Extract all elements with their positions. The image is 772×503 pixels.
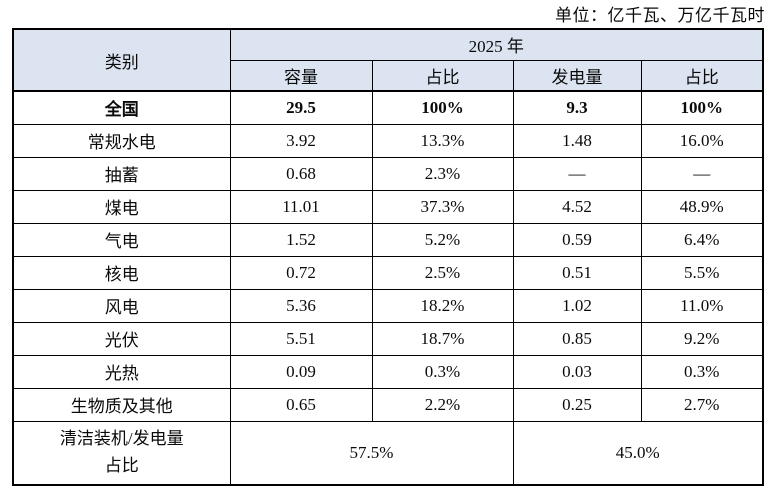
generation-cell: 0.03 (512, 354, 642, 389)
generation-share-cell: 11.0% (640, 288, 764, 323)
clean-generation-share-cell: 45.0% (512, 420, 764, 486)
capacity-share-cell: 100% (371, 90, 514, 125)
table-row-biomass-other: 生物质及其他 0.65 2.2% 0.25 2.7% (12, 387, 764, 422)
table-row-clean-share: 清洁装机/发电量 占比 57.5% 45.0% (12, 420, 764, 486)
header-row-metrics: 容量 占比 发电量 占比 (13, 59, 764, 92)
table-row-pumped-storage: 抽蓄 0.68 2.3% — — (12, 156, 764, 191)
row-label: 核电 (12, 255, 231, 290)
row-label: 生物质及其他 (12, 387, 231, 422)
row-label: 抽蓄 (12, 156, 231, 191)
generation-share-cell: 5.5% (640, 255, 764, 290)
clean-capacity-share-cell: 57.5% (229, 420, 514, 486)
table-row-conventional-hydro: 常规水电 3.92 13.3% 1.48 16.0% (12, 123, 764, 158)
generation-cell: 0.59 (512, 222, 642, 257)
capacity-column-header: 容量 (229, 59, 373, 92)
row-label: 常规水电 (12, 123, 231, 158)
generation-cell: 0.25 (512, 387, 642, 422)
table-row-wind: 风电 5.36 18.2% 1.02 11.0% (12, 288, 764, 323)
row-label: 全国 (12, 90, 231, 125)
capacity-share-cell: 18.7% (371, 321, 514, 356)
generation-cell: — (512, 156, 642, 191)
table-row-national: 全国 29.5 100% 9.3 100% (12, 90, 764, 125)
table-row-nuclear: 核电 0.72 2.5% 0.51 5.5% (12, 255, 764, 290)
row-label: 风电 (12, 288, 231, 323)
generation-share-column-header: 占比 (640, 59, 764, 92)
capacity-share-cell: 13.3% (371, 123, 514, 158)
generation-share-cell: 9.2% (640, 321, 764, 356)
capacity-cell: 5.36 (229, 288, 373, 323)
generation-share-cell: — (640, 156, 764, 191)
capacity-share-column-header: 占比 (371, 59, 514, 92)
table-row-gas: 气电 1.52 5.2% 0.59 6.4% (12, 222, 764, 257)
capacity-share-cell: 18.2% (371, 288, 514, 323)
capacity-cell: 0.09 (229, 354, 373, 389)
generation-share-cell: 6.4% (640, 222, 764, 257)
capacity-cell: 29.5 (229, 90, 373, 125)
capacity-share-cell: 0.3% (371, 354, 514, 389)
generation-cell: 1.48 (512, 123, 642, 158)
header-row-year: 类别 2025 年 (12, 28, 764, 92)
capacity-share-cell: 2.5% (371, 255, 514, 290)
year-header: 2025 年 (229, 28, 764, 61)
generation-cell: 9.3 (512, 90, 642, 125)
capacity-cell: 0.72 (229, 255, 373, 290)
capacity-cell: 0.68 (229, 156, 373, 191)
generation-column-header: 发电量 (512, 59, 642, 92)
row-label: 光热 (12, 354, 231, 389)
generation-cell: 4.52 (512, 189, 642, 224)
unit-label: 单位：亿千瓦、万亿千瓦时 (555, 6, 765, 25)
capacity-cell: 1.52 (229, 222, 373, 257)
generation-share-cell: 2.7% (640, 387, 764, 422)
generation-share-cell: 0.3% (640, 354, 764, 389)
capacity-cell: 11.01 (229, 189, 373, 224)
table-row-solar-pv: 光伏 5.51 18.7% 0.85 9.2% (12, 321, 764, 356)
capacity-cell: 5.51 (229, 321, 373, 356)
power-capacity-generation-table: 类别 2025 年 容量 占比 发电量 占比 全国 29.5 100% 9.3 … (12, 28, 764, 486)
capacity-share-cell: 2.2% (371, 387, 514, 422)
capacity-share-cell: 5.2% (371, 222, 514, 257)
row-label: 光伏 (12, 321, 231, 356)
capacity-cell: 0.65 (229, 387, 373, 422)
generation-share-cell: 48.9% (640, 189, 764, 224)
category-column-header: 类别 (12, 28, 231, 92)
generation-cell: 0.51 (512, 255, 642, 290)
generation-cell: 1.02 (512, 288, 642, 323)
generation-cell: 0.85 (512, 321, 642, 356)
row-label: 煤电 (12, 189, 231, 224)
row-label: 清洁装机/发电量 占比 (12, 420, 231, 486)
generation-share-cell: 100% (640, 90, 764, 125)
table-row-solar-thermal: 光热 0.09 0.3% 0.03 0.3% (12, 354, 764, 389)
capacity-share-cell: 37.3% (371, 189, 514, 224)
capacity-share-cell: 2.3% (371, 156, 514, 191)
capacity-cell: 3.92 (229, 123, 373, 158)
table-row-coal: 煤电 11.01 37.3% 4.52 48.9% (12, 189, 764, 224)
generation-share-cell: 16.0% (640, 123, 764, 158)
row-label: 气电 (12, 222, 231, 257)
